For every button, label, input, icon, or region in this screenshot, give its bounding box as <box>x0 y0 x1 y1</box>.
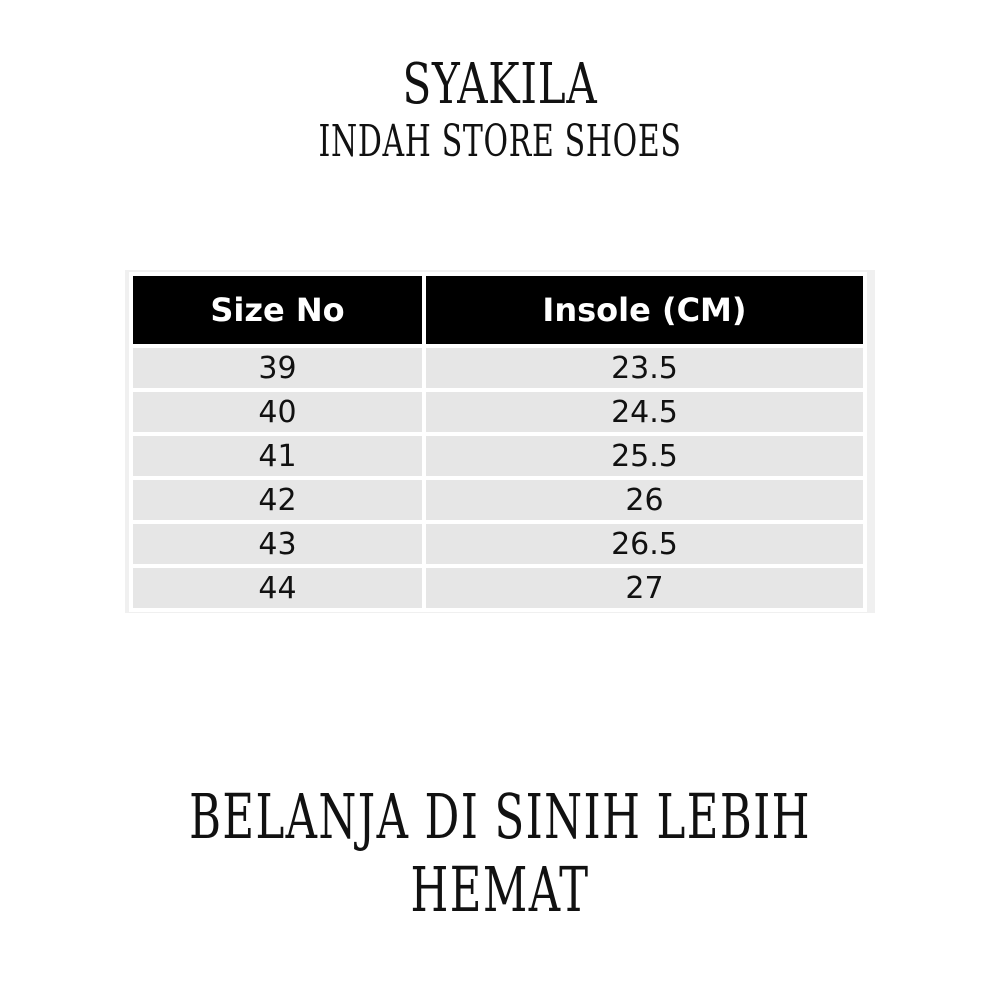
size-table: Size No Insole (CM) 39 23.5 40 24.5 41 25.5 42… <box>129 272 867 612</box>
insole-cell: 27 <box>425 568 863 608</box>
table-header-row: Size No Insole (CM) <box>133 276 863 344</box>
size-cell: 42 <box>133 480 422 520</box>
table-row: 42 26 <box>133 480 863 520</box>
header-insole: Insole (CM) <box>425 276 863 344</box>
insole-cell: 25.5 <box>425 436 863 476</box>
slogan: BELANJA DI SINIH LEBIH HEMAT <box>189 780 811 926</box>
insole-cell: 24.5 <box>425 392 863 432</box>
insole-cell: 23.5 <box>425 348 863 388</box>
table-row: 41 25.5 <box>133 436 863 476</box>
brand-name: SYAKILA <box>402 52 598 117</box>
size-cell: 40 <box>133 392 422 432</box>
size-cell: 41 <box>133 436 422 476</box>
size-cell: 44 <box>133 568 422 608</box>
size-chart: Size No Insole (CM) 39 23.5 40 24.5 41 25.5 42… <box>125 270 875 613</box>
insole-cell: 26 <box>425 480 863 520</box>
size-cell: 39 <box>133 348 422 388</box>
table-row: 44 27 <box>133 568 863 608</box>
table-row: 40 24.5 <box>133 392 863 432</box>
brand-subtitle: INDAH STORE SHOES <box>318 116 682 167</box>
table-row: 43 26.5 <box>133 524 863 564</box>
size-cell: 43 <box>133 524 422 564</box>
table-row: 39 23.5 <box>133 348 863 388</box>
header-size-no: Size No <box>133 276 422 344</box>
insole-cell: 26.5 <box>425 524 863 564</box>
